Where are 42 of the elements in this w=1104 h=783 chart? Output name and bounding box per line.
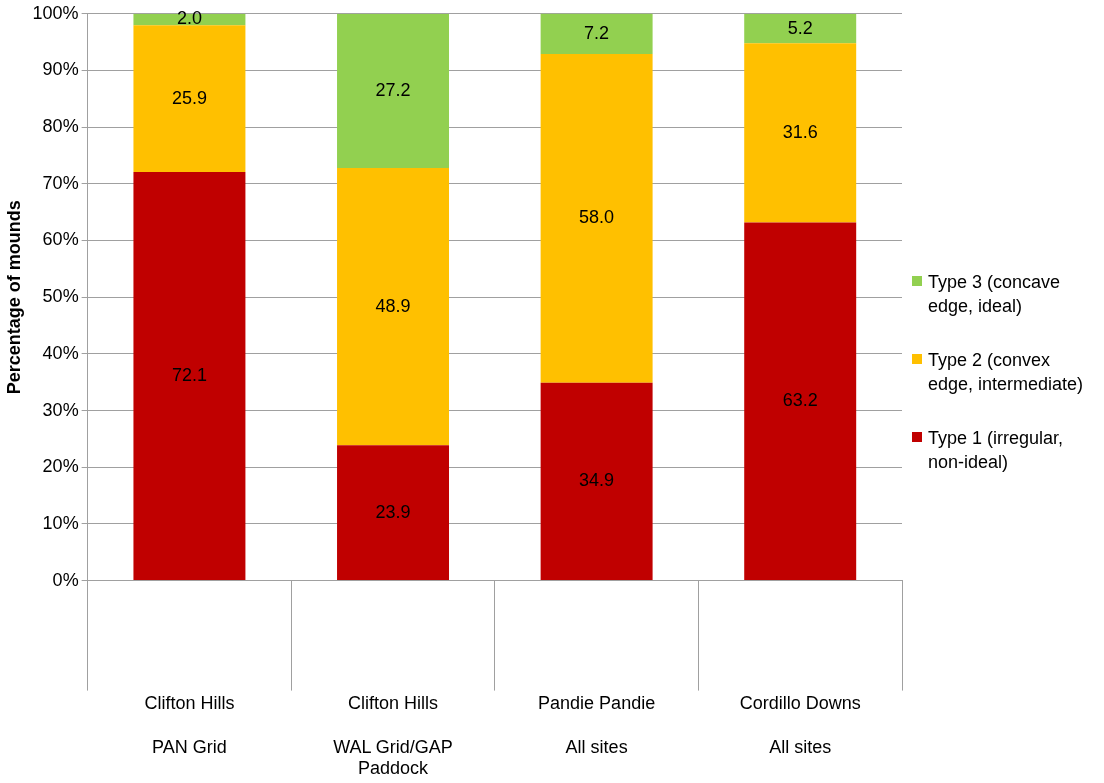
data-label: 48.9 — [375, 295, 411, 316]
y-tick-label: 40% — [42, 342, 79, 363]
y-tick-label: 100% — [32, 2, 79, 23]
category-label: Cordillo Downs All sites — [739, 693, 861, 757]
y-tick-label: 60% — [42, 229, 79, 250]
y-tick-label: 50% — [42, 286, 79, 307]
data-label: 2.0 — [176, 8, 202, 29]
bar — [744, 13, 857, 44]
bar — [337, 13, 450, 168]
data-label: 31.6 — [782, 121, 818, 142]
legend-label: Type 2 (convex edge, intermediate) — [928, 348, 1085, 396]
data-label: 63.2 — [782, 390, 818, 411]
category-label: Clifton Hills WAL Grid/GAP Paddock — [333, 693, 453, 779]
data-label: 25.9 — [171, 87, 207, 108]
bar — [337, 445, 450, 581]
bar — [337, 167, 450, 446]
data-label: 27.2 — [375, 79, 411, 100]
bar — [133, 25, 246, 172]
y-tick-label: 0% — [52, 569, 79, 590]
bar — [540, 13, 653, 55]
data-label: 23.9 — [375, 501, 411, 522]
y-tick-label: 90% — [42, 59, 79, 80]
y-tick-label: 20% — [42, 456, 79, 477]
data-label: 7.2 — [584, 22, 610, 43]
y-axis-title: Percentage of mounds — [3, 200, 24, 395]
category-label: Clifton Hills PAN Grid — [144, 693, 235, 757]
bar — [744, 43, 857, 223]
y-tick-label: 80% — [42, 116, 79, 137]
bar — [540, 382, 653, 581]
bar — [540, 54, 653, 383]
legend-label: Type 1 (irregular, non-ideal) — [928, 426, 1065, 474]
y-tick-label: 70% — [42, 172, 79, 193]
y-tick-label: 10% — [42, 512, 79, 533]
data-label: 34.9 — [579, 470, 615, 491]
bar — [133, 171, 246, 581]
y-tick-label: 30% — [42, 399, 79, 420]
category-label: Pandie Pandie All sites — [538, 693, 656, 757]
bar — [744, 222, 857, 581]
data-label: 72.1 — [171, 364, 207, 385]
data-label: 58.0 — [579, 207, 615, 228]
legend-label: Type 3 (concave edge, ideal) — [928, 270, 1062, 318]
data-label: 5.2 — [787, 17, 813, 38]
